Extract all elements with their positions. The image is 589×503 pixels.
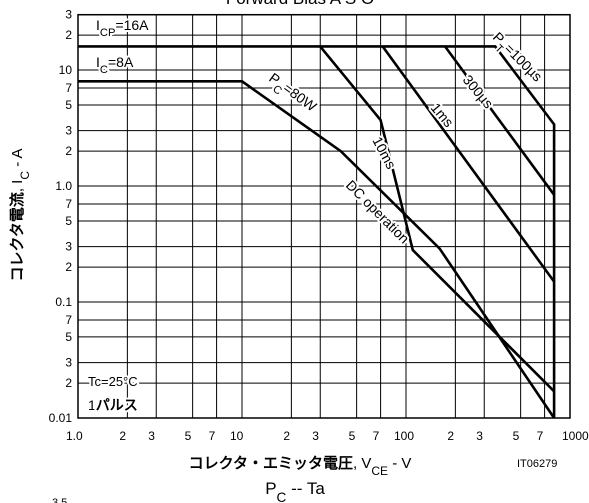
y-tick-label: 7 (65, 81, 72, 95)
y-tick-label: 7 (65, 313, 72, 327)
chart-title: Forward Bias A S O (226, 0, 374, 8)
x-tick-label: 5 (185, 429, 192, 443)
y-tick-label: 3 (65, 356, 72, 370)
y-tick-label: 3 (65, 124, 72, 138)
x-tick-label: 7 (537, 429, 544, 443)
text-part: - V (388, 455, 411, 472)
curve-label: 10ms (369, 134, 399, 172)
text-part: - A (9, 148, 26, 171)
text-part: C (18, 171, 32, 180)
x-tick-label: 2 (447, 429, 454, 443)
x-tick-label: 3 (476, 429, 483, 443)
x-tick-label: 1.0 (66, 429, 83, 443)
x-axis-label: コレクタ・エミッタ電圧, VCE - V (189, 455, 412, 478)
text-part: -- Ta (286, 479, 325, 498)
annotation: Tc=25°C (88, 374, 138, 389)
text-part: =16A (115, 17, 149, 33)
text-part: I (96, 54, 100, 70)
x-tick-label: 1000 (562, 429, 589, 443)
text-part: C (277, 490, 287, 503)
x-tick-label: 2 (283, 429, 290, 443)
y-tick-label: 5 (65, 214, 72, 228)
y-tick-label: 5 (65, 98, 72, 112)
soa-line (78, 80, 556, 419)
text-part: CE (371, 464, 388, 478)
soa-line (381, 45, 556, 283)
text-part: , V (353, 455, 371, 472)
text-part: =8A (108, 54, 134, 70)
y-tick-label: 7 (65, 197, 72, 211)
text-part: C (100, 64, 108, 76)
x-tick-label: 7 (373, 429, 380, 443)
annotation: IC=8A (96, 54, 134, 76)
x-tick-label: 5 (349, 429, 356, 443)
x-tick-label: 7 (209, 429, 216, 443)
text-part: コレクタ電流 (8, 192, 26, 281)
annotation: 1パルス (88, 397, 138, 413)
soa-line (319, 45, 556, 393)
next-chart-title: PC -- Ta (265, 479, 325, 503)
x-tick-label: 10 (230, 429, 244, 443)
y-tick-label: 0.01 (49, 411, 73, 425)
y-tick-label: 3 (65, 240, 72, 254)
y-tick-label: 2 (65, 376, 72, 390)
text-part: IT06279 (517, 458, 557, 470)
y-tick-label: 0.1 (55, 295, 72, 309)
x-tick-label: 100 (394, 429, 414, 443)
annotation: ICP=16A (96, 17, 149, 39)
y-tick-label: 2 (65, 260, 72, 274)
next-y-tick: 3.5 (52, 497, 67, 503)
text-part: , I (9, 180, 26, 193)
soa-line (78, 45, 556, 418)
curve-label: 1ms (428, 100, 457, 131)
y-tick-label: 2 (65, 28, 72, 42)
text-part: 1 (88, 397, 96, 413)
x-tick-label: 5 (513, 429, 520, 443)
x-tick-label: 3 (312, 429, 319, 443)
y-tick-label: 5 (65, 330, 72, 344)
y-tick-label: 1.0 (55, 179, 72, 193)
x-tick-label: 2 (119, 429, 126, 443)
text-part: CP (100, 27, 116, 39)
plot-frame (77, 13, 571, 419)
text-part: Tc=25°C (88, 374, 138, 389)
text-part: パルス (96, 397, 138, 413)
text-part: P (265, 479, 276, 498)
annotation: IT06279 (517, 458, 557, 470)
x-tick-label: 3 (148, 429, 155, 443)
y-axis-label: コレクタ電流, IC - A (8, 148, 32, 281)
y-tick-label: 3 (65, 8, 72, 22)
text-part: コレクタ・エミッタ電圧 (189, 455, 353, 472)
soa-line (443, 45, 556, 196)
text-part: =80W (280, 80, 320, 115)
annotation: PT=100µs (486, 29, 546, 89)
y-tick-label: 2 (65, 144, 72, 158)
text-part: I (96, 17, 100, 33)
y-tick-label: 10 (59, 63, 73, 77)
